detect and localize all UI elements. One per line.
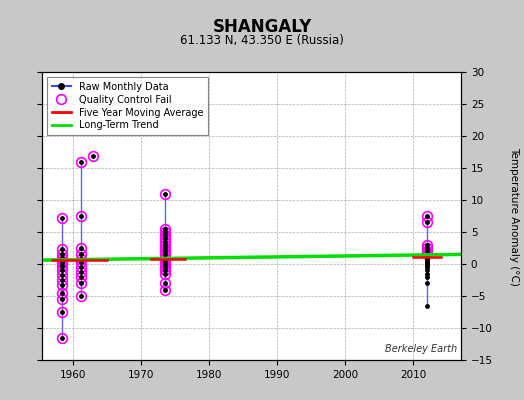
Text: 61.133 N, 43.350 E (Russia): 61.133 N, 43.350 E (Russia) (180, 34, 344, 47)
Text: Berkeley Earth: Berkeley Earth (385, 344, 457, 354)
Text: SHANGALY: SHANGALY (212, 18, 312, 36)
Y-axis label: Temperature Anomaly (°C): Temperature Anomaly (°C) (509, 146, 519, 286)
Legend: Raw Monthly Data, Quality Control Fail, Five Year Moving Average, Long-Term Tren: Raw Monthly Data, Quality Control Fail, … (47, 77, 208, 135)
